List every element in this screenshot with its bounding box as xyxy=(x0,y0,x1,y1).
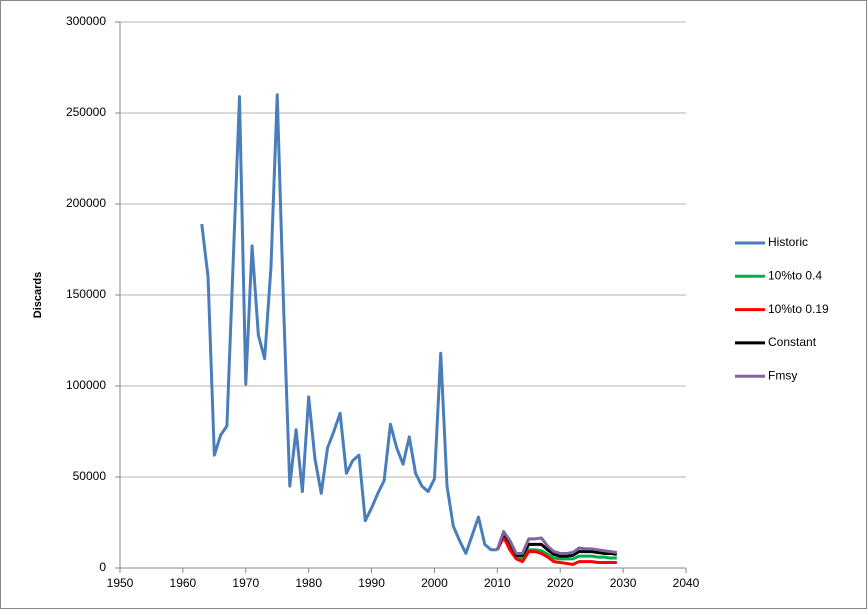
x-tick-label: 1990 xyxy=(358,576,385,590)
y-tick-label: 300000 xyxy=(66,14,106,28)
series-line xyxy=(495,535,617,566)
x-tick-label: 1960 xyxy=(170,576,197,590)
series-line xyxy=(495,531,618,558)
legend-label: Historic xyxy=(768,235,808,249)
series-line xyxy=(495,533,617,561)
legend-label: 10%to 0.4 xyxy=(768,268,822,282)
x-tick-label: 2030 xyxy=(610,576,637,590)
x-tick-label: 1980 xyxy=(295,576,322,590)
x-tick-label: 2000 xyxy=(421,576,448,590)
y-tick-label: 50000 xyxy=(73,469,107,483)
x-tick-label: 1970 xyxy=(232,576,259,590)
y-tick-label: 250000 xyxy=(66,105,106,119)
x-tick-label: 2040 xyxy=(673,576,700,590)
x-tick-label: 2020 xyxy=(547,576,574,590)
series-line xyxy=(495,530,618,555)
legend-label: 10%to 0.19 xyxy=(768,302,829,316)
x-tick-label: 1950 xyxy=(107,576,134,590)
y-tick-label: 0 xyxy=(99,560,106,574)
y-tick-label: 100000 xyxy=(66,378,106,392)
legend-label: Fmsy xyxy=(768,368,797,382)
y-axis-title: Discards xyxy=(32,272,44,318)
y-tick-label: 200000 xyxy=(66,196,106,210)
legend-label: Constant xyxy=(768,335,817,349)
x-tick-label: 2010 xyxy=(484,576,511,590)
y-tick-label: 150000 xyxy=(66,287,106,301)
series-line xyxy=(200,93,498,555)
